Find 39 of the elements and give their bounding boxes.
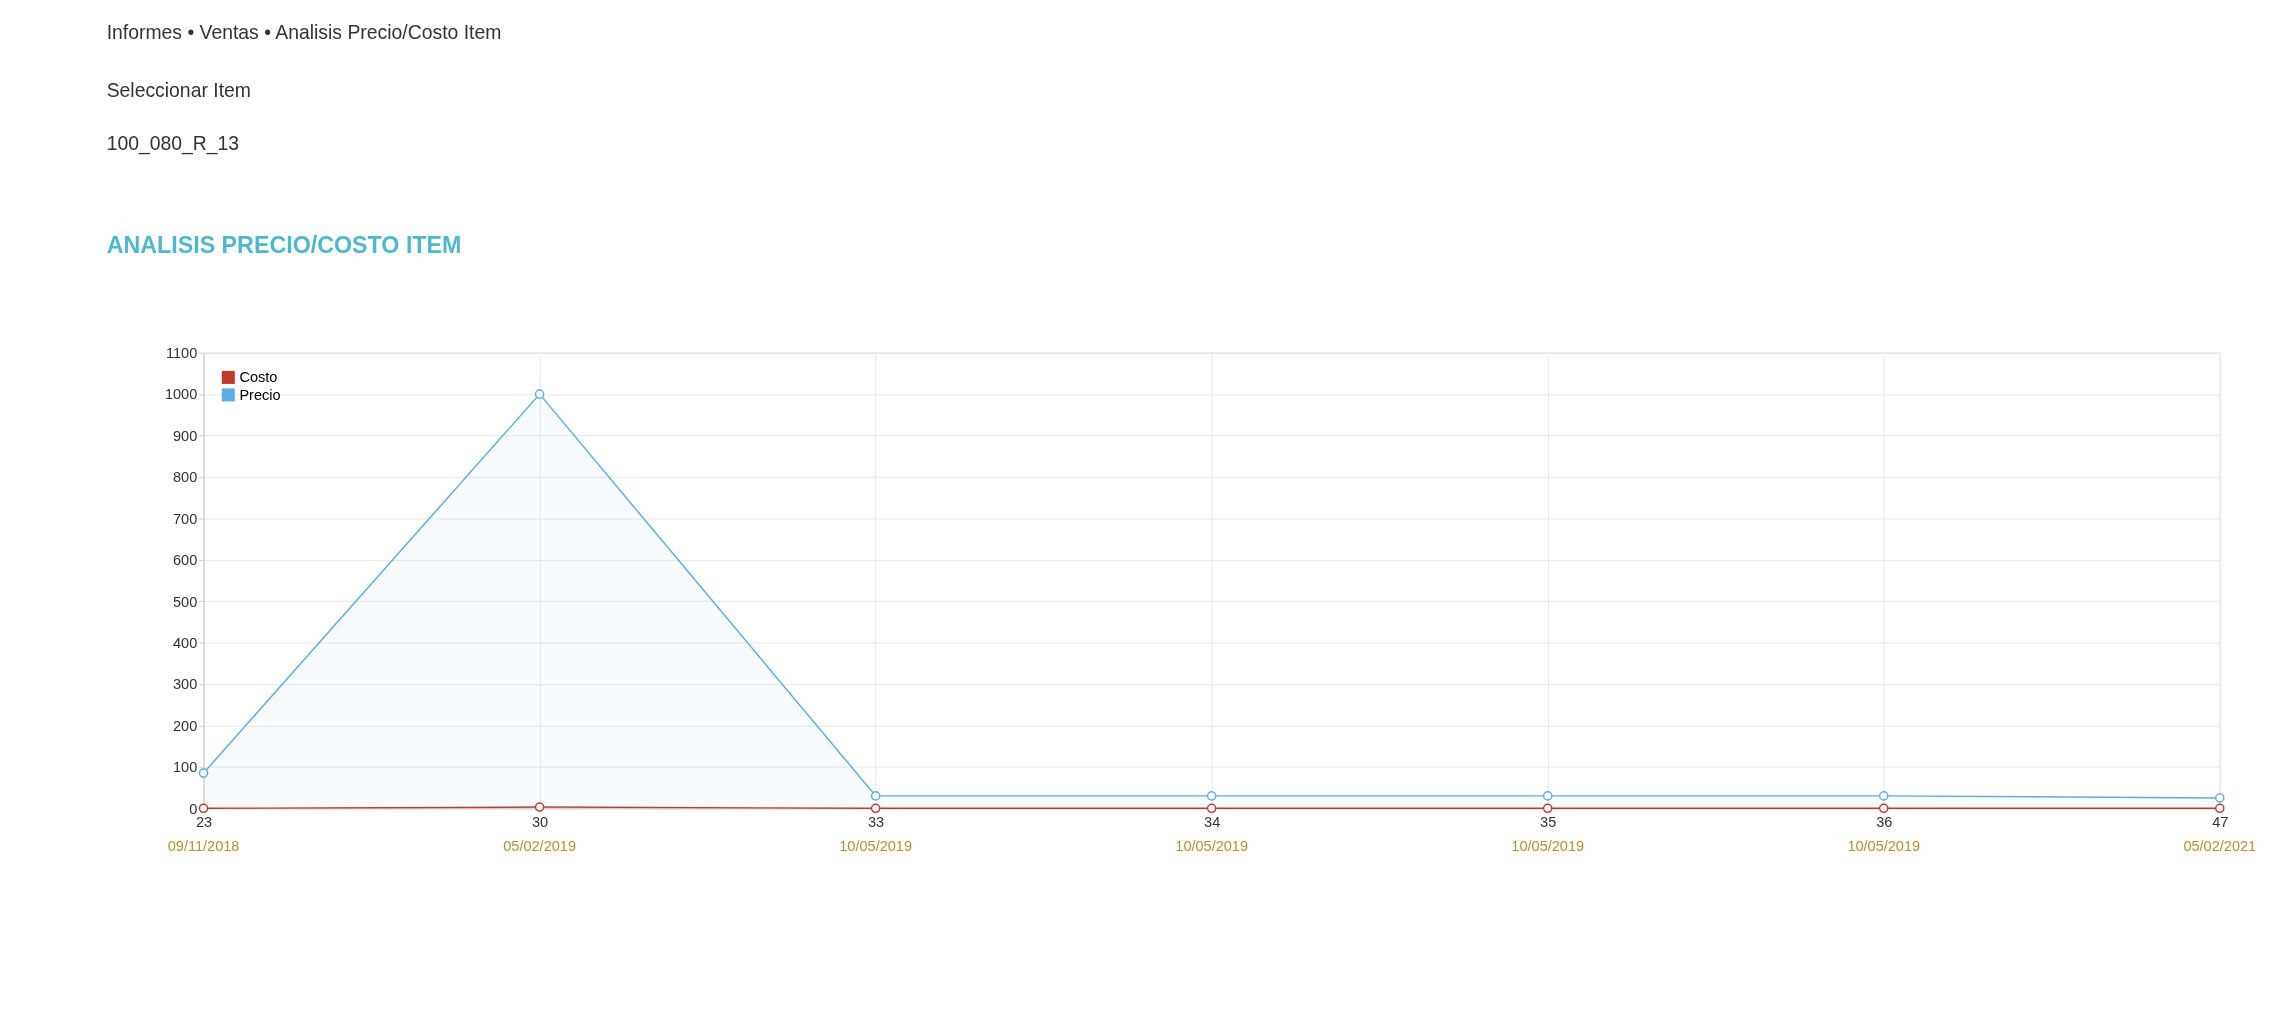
y-tick-label: 800: [173, 469, 198, 486]
chart-title: ANALISIS PRECIO/COSTO ITEM: [106, 231, 462, 258]
point: [2214, 803, 2225, 814]
category-label: 33 10/05/2019: [839, 814, 912, 854]
y-tick-label: 1000: [164, 386, 198, 403]
category-label: 30 05/02/2019: [503, 814, 576, 854]
point: [2214, 793, 2225, 803]
point: [1878, 791, 1889, 801]
category-label: 47 05/02/2021: [2183, 814, 2257, 854]
point: [1206, 803, 1217, 814]
y-tick-label: 600: [173, 552, 198, 569]
point: [870, 791, 881, 801]
category-label: 34 10/05/2019: [1175, 814, 1249, 854]
y-tick-label: 700: [173, 510, 198, 527]
y-tick-label: 100: [173, 759, 198, 776]
category-label: 35 10/05/2019: [1511, 814, 1585, 854]
y-tick-label: 200: [173, 717, 198, 734]
y-tick-label: 900: [173, 427, 198, 444]
category-label: 36 10/05/2019: [1847, 814, 1921, 854]
point: [534, 389, 545, 399]
y-tick-label: 500: [173, 593, 198, 610]
y-tick-label: 0: [189, 800, 198, 817]
legend-label: Costo: [239, 369, 278, 386]
point: [198, 768, 209, 778]
text: Seleccionar Item: [106, 78, 251, 101]
legend-label: Precio: [239, 386, 281, 403]
category-label: 23 09/11/2018: [167, 814, 240, 854]
point: [1206, 791, 1217, 801]
y-tick-label: 300: [173, 676, 198, 693]
point: [1878, 803, 1889, 814]
point: [534, 802, 545, 812]
text: Informes • Ventas • Analisis Precio/Costo Item: [106, 20, 502, 43]
y-tick-label: 1100: [166, 345, 198, 362]
text: 100_080_R_13: [106, 132, 240, 156]
point: [198, 803, 209, 814]
y-tick-label: 400: [173, 634, 198, 651]
point: [870, 803, 881, 814]
point: [1542, 791, 1553, 801]
point: [1542, 803, 1553, 814]
